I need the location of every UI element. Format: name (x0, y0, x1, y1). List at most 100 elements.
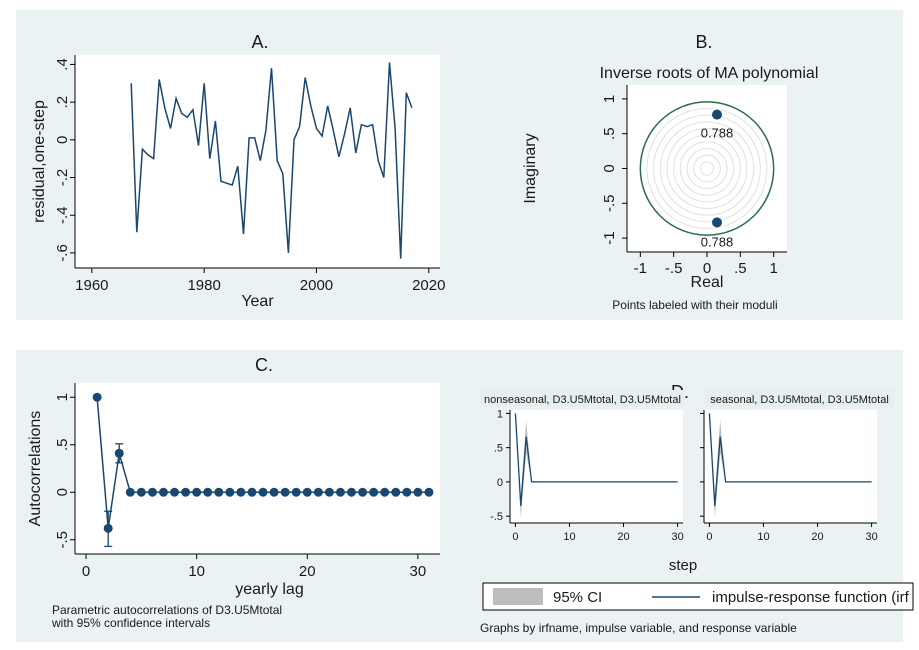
panel-b-note: Points labeled with their moduli (612, 298, 777, 312)
panel-c-autocorrelation-point (103, 523, 113, 533)
panel-b-y-tick-label: .5 (601, 127, 618, 140)
panel-d-y-tick-label: 0 (497, 477, 503, 489)
panel-c-autocorrelation-point (335, 487, 345, 497)
panel-b-plot-area (627, 85, 787, 252)
panel-a-y-tick-label: -.4 (54, 206, 71, 224)
panel-c-autocorrelation-point (136, 487, 146, 497)
panel-c-plot-area (75, 383, 440, 554)
panel-c-autocorrelation-point (236, 487, 246, 497)
panel-b-x-tick-label: 0 (703, 260, 711, 277)
panel-c-x-tick-label: 10 (188, 563, 205, 580)
panel-c-autocorrelation-point (225, 487, 235, 497)
panel-c-autocorrelation-point (402, 487, 412, 497)
panel-a-x-axis-label: Year (241, 293, 274, 310)
panel-a-y-tick-label: 0 (54, 136, 71, 144)
panel-c-autocorrelation-point (92, 392, 102, 402)
panel-c-autocorrelation-point (291, 487, 301, 497)
panel-b-chart-title: Inverse roots of MA polynomial (600, 65, 819, 82)
panel-a-y-tick-label: -.6 (54, 244, 71, 262)
panel-a-residual-series-line (130, 62, 413, 259)
panel-b-grid-ring (686, 148, 728, 189)
panel-d-legend-irf-label: impulse-response function (irf (712, 589, 910, 606)
panel-d-x-tick-label: 10 (563, 531, 575, 543)
panel-c-y-tick-label: -.5 (54, 531, 71, 549)
panel-c-y-axis-label: Autocorrelations (27, 411, 44, 527)
panel-d-x-tick-label: 0 (706, 531, 712, 543)
panel-b-title: B. (695, 32, 713, 52)
panel-d-subplot-label: seasonal, D3.U5Mtotal, D3.U5Mtotal (710, 394, 889, 406)
panel-d-subplot-label: nonseasonal, D3.U5Mtotal, D3.U5Mtotal (484, 394, 681, 406)
panel-c-autocorrelation-point (280, 487, 290, 497)
panel-c-autocorrelation-point (147, 487, 157, 497)
panel-c-autocorrelation-point (192, 487, 202, 497)
panel-c-autocorrelation-point (214, 487, 224, 497)
panel-b-grid-ring (646, 108, 768, 229)
panel-b-x-tick-label: -.5 (665, 260, 683, 277)
panel-c-autocorrelation-point (313, 487, 323, 497)
panel-c-y-tick-label: 0 (54, 488, 71, 496)
panel-c-autocorrelation-point (424, 487, 434, 497)
panel-c-x-tick-label: 0 (82, 563, 90, 580)
panel-a-x-tick-label: 2020 (412, 277, 445, 294)
panel-d-subplot-strip (705, 390, 894, 407)
panel-b-grid-ring (666, 128, 748, 209)
panel-c-autocorrelation-point (181, 487, 191, 497)
panel-d-legend-ci-label: 95% CI (553, 589, 602, 606)
panel-c-note-line-1: Parametric autocorrelations of D3.U5Mtot… (52, 603, 282, 617)
panel-d-plot-area (704, 410, 877, 523)
panel-b-y-tick-label: 1 (601, 95, 618, 103)
panel-d-x-tick-label: 10 (757, 531, 769, 543)
panel-b-x-tick-label: 1 (769, 260, 777, 277)
panel-c-autocorrelation-point (324, 487, 334, 497)
panel-c-x-tick-label: 20 (299, 563, 316, 580)
panel-a-y-axis-label: residual,one-step (31, 100, 48, 223)
panel-d-note: Graphs by irfname, impulse variable, and… (480, 621, 797, 635)
panel-c-autocorrelation-point (358, 487, 368, 497)
panel-d-x-axis-label: step (669, 557, 697, 574)
panel-d-y-tick-label: .5 (494, 443, 503, 455)
panel-a-x-tick-label: 2000 (300, 277, 333, 294)
panel-b-grid-ring (673, 134, 741, 203)
panel-b-y-tick-label: -1 (601, 231, 618, 244)
panel-c-y-tick-label: 1 (54, 393, 71, 401)
panel-b-unit-circle (639, 101, 775, 236)
panel-d-legend-ci-swatch (493, 588, 543, 605)
panel-c-autocorrelation-point (347, 487, 357, 497)
panel-c-x-axis-label: yearly lag (235, 581, 303, 598)
panel-d-subplot-strip (480, 390, 685, 407)
panel-d-y-tick-label: -.5 (490, 511, 503, 523)
panel-c-autocorrelation-point (125, 487, 135, 497)
panel-c-autocorrelation-point (170, 487, 180, 497)
panel-b-x-axis-label: Real (691, 274, 724, 291)
panel-a-y-tick-label: -.2 (54, 169, 71, 187)
panel-d-y-tick-label: 1 (497, 408, 503, 420)
panel-b-root-point (712, 217, 722, 228)
panel-b-x-tick-label: .5 (734, 260, 747, 277)
panel-b-y-tick-label: 0 (601, 164, 618, 172)
panel-a-x-tick-label: 1960 (75, 277, 108, 294)
panel-b-root-modulus-label: 0.788 (701, 126, 734, 141)
panel-c-autocorrelation-point (302, 487, 312, 497)
panel-d-x-tick-label: 30 (671, 531, 683, 543)
panel-a-y-tick-label: .2 (54, 96, 71, 109)
panel-c-autocorrelation-point (158, 487, 168, 497)
panel-d-irf-line (708, 413, 872, 506)
panel-c-autocorrelation-point (114, 448, 124, 458)
panel-b-root-modulus-label: 0.788 (701, 234, 734, 249)
panel-d-x-tick-label: 20 (811, 531, 823, 543)
panel-b-grid-ring (653, 114, 761, 223)
panel-c-autocorrelation-point (380, 487, 390, 497)
panel-d-x-tick-label: 30 (865, 531, 877, 543)
panel-c-title: C. (255, 355, 273, 375)
panel-b-root-point (712, 109, 722, 120)
panel-d-x-tick-label: 0 (512, 531, 518, 543)
panel-a-y-tick-label: .4 (54, 58, 71, 71)
panel-b-x-tick-label: -1 (634, 260, 647, 277)
panel-d-x-tick-label: 20 (617, 531, 629, 543)
panel-c-y-tick-label: .5 (54, 438, 71, 451)
panel-c-autocorrelation-point (391, 487, 401, 497)
panel-c-autocorrelation-point (369, 487, 379, 497)
panel-a-title: A. (251, 32, 269, 52)
